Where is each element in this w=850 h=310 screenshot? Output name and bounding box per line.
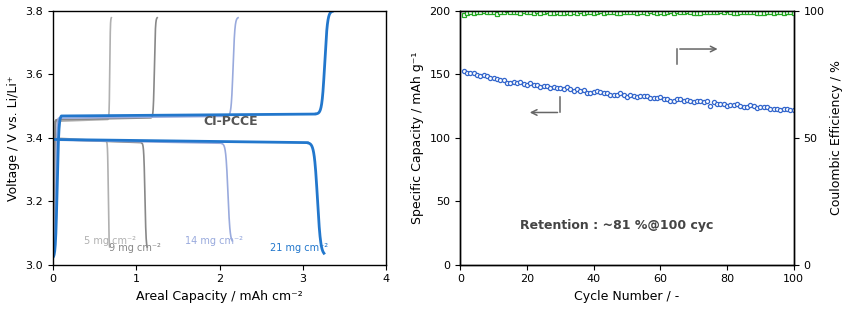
X-axis label: Areal Capacity / mAh cm⁻²: Areal Capacity / mAh cm⁻² — [136, 290, 303, 303]
Y-axis label: Voltage / V vs. Li/Li⁺: Voltage / V vs. Li/Li⁺ — [7, 75, 20, 201]
Text: 5 mg cm⁻²: 5 mg cm⁻² — [84, 236, 136, 246]
Text: CI-PCCE: CI-PCCE — [203, 115, 258, 128]
Y-axis label: Coulombic Efficiency / %: Coulombic Efficiency / % — [830, 60, 843, 215]
Text: 9 mg cm⁻²: 9 mg cm⁻² — [109, 243, 161, 254]
X-axis label: Cycle Number / -: Cycle Number / - — [575, 290, 680, 303]
Text: 14 mg cm⁻²: 14 mg cm⁻² — [184, 236, 243, 246]
Text: Retention : ~81 %@100 cyc: Retention : ~81 %@100 cyc — [520, 219, 714, 232]
Y-axis label: Specific Capacity / mAh g⁻¹: Specific Capacity / mAh g⁻¹ — [411, 52, 424, 224]
Text: 21 mg cm⁻²: 21 mg cm⁻² — [269, 243, 328, 254]
